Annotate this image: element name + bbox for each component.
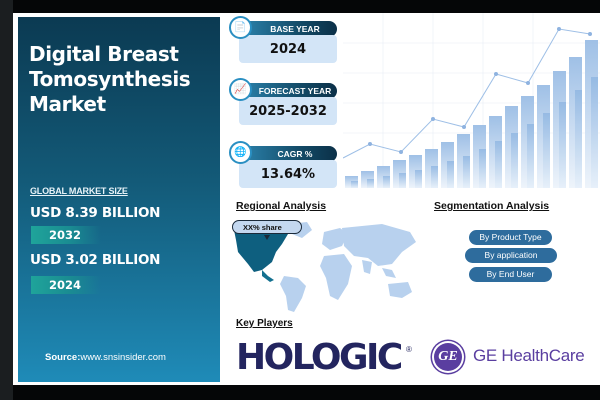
share-callout-pointer [264, 235, 270, 240]
title-line: Tomosynthesis [29, 67, 191, 91]
card-label: BASE YEAR [245, 21, 337, 37]
regional-analysis-title: Regional Analysis [236, 200, 327, 212]
segment-by-product-type[interactable]: By Product Type [469, 230, 552, 245]
source-label: Source: [45, 352, 81, 363]
global-market-size-label: GLOBAL MARKET SIZE [30, 186, 128, 196]
document-icon: 📄 [229, 16, 252, 39]
registered-mark: ® [406, 345, 412, 354]
card-value: 13.64% [239, 160, 337, 188]
segmentation-analysis-title: Segmentation Analysis [434, 200, 550, 212]
base-market-value: USD 3.02 BILLION [30, 252, 161, 268]
source-url: www.snsinsider.com [80, 352, 166, 363]
card-label: FORECAST YEAR [245, 83, 337, 99]
north-america-highlight [234, 226, 288, 272]
card-value: 2025-2032 [239, 97, 337, 125]
key-players-title: Key Players [236, 318, 293, 329]
card-value: 2024 [239, 35, 337, 63]
forecast-year-chip: 2032 [31, 226, 101, 244]
segment-by-end-user[interactable]: By End User [469, 267, 552, 282]
market-summary-panel: Digital Breast Tomosynthesis Market GLOB… [18, 17, 220, 382]
chart-growth-icon: 📈 [229, 78, 252, 101]
source-credit: Source:www.snsinsider.com [45, 352, 166, 363]
forecast-market-value: USD 8.39 BILLION [30, 205, 161, 221]
share-callout: XX% share [232, 220, 302, 234]
window-edge [0, 0, 13, 400]
decorative-growth-chart [343, 13, 600, 188]
ge-monogram-icon: GE [432, 341, 464, 373]
title-line: Digital Breast [29, 42, 179, 66]
ge-healthcare-logo: GE HealthCare [473, 346, 585, 365]
card-label: CAGR % [245, 146, 337, 162]
title-line: Market [29, 92, 106, 116]
hologic-logo: HOLOGIC [236, 337, 403, 378]
segment-by-application[interactable]: By application [465, 248, 557, 263]
base-year-chip: 2024 [31, 276, 101, 294]
report-title: Digital Breast Tomosynthesis Market [29, 42, 224, 117]
globe-chart-icon: 🌐 [229, 141, 252, 164]
